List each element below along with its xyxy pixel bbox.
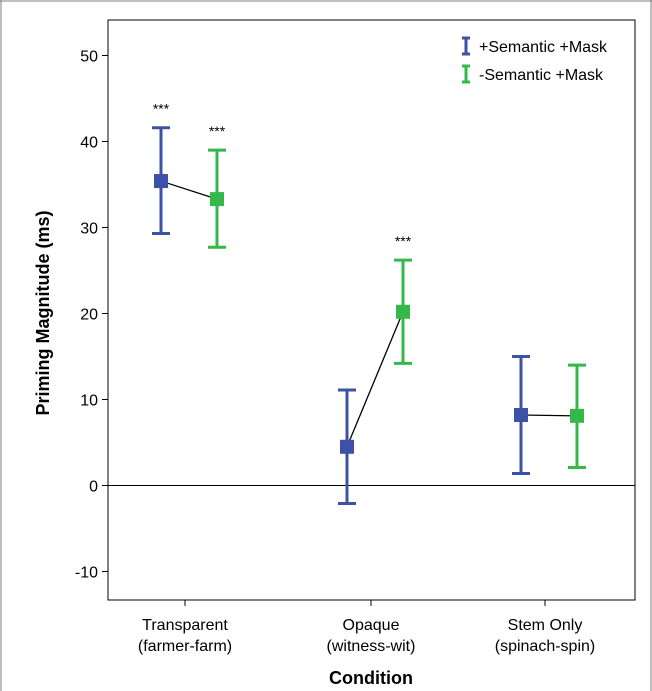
significance-label: *** (395, 233, 412, 249)
x-tick-label: Stem Only (508, 617, 583, 634)
marks: *** *** *** (108, 101, 635, 506)
y-tick-label: 40 (80, 135, 98, 152)
legend-item: -Semantic +Mask (462, 64, 604, 84)
mean-marker (570, 408, 584, 423)
significance-label: *** (153, 101, 170, 117)
x-tick-sublabel: (farmer-farm) (138, 638, 232, 655)
y-tick-label: 30 (80, 221, 98, 238)
legend-item: +Semantic +Mask (462, 36, 608, 56)
x-tick-label: Opaque (343, 617, 400, 634)
y-axis-title: Priming Magnitude (ms) (33, 210, 53, 415)
x-tick-sublabel: (witness-wit) (327, 638, 416, 655)
legend-label: +Semantic +Mask (479, 39, 608, 56)
y-tick-label: 20 (80, 307, 98, 324)
connector-line (520, 414, 578, 417)
mean-marker (210, 192, 224, 207)
mean-marker (514, 407, 528, 422)
mean-marker (154, 174, 168, 189)
x-axis-title: Condition (329, 668, 413, 688)
significance-label: *** (209, 123, 226, 139)
mean-marker (340, 439, 354, 454)
mean-marker (396, 304, 410, 319)
y-tick-label: -10 (75, 565, 98, 582)
connector-line (346, 311, 404, 448)
connector-line (160, 180, 218, 200)
y-axis: -10 0 10 20 30 40 50 (75, 49, 108, 582)
x-tick-sublabel: (spinach-spin) (495, 638, 595, 655)
y-tick-label: 50 (80, 49, 98, 66)
y-tick-label: 0 (89, 479, 98, 496)
y-tick-label: 10 (80, 393, 98, 410)
legend: +Semantic +Mask -Semantic +Mask (462, 36, 608, 84)
x-tick-label: Transparent (142, 617, 228, 634)
x-axis: Transparent (farmer-farm) Opaque (witness-w… (138, 600, 595, 655)
legend-label: -Semantic +Mask (479, 67, 604, 84)
